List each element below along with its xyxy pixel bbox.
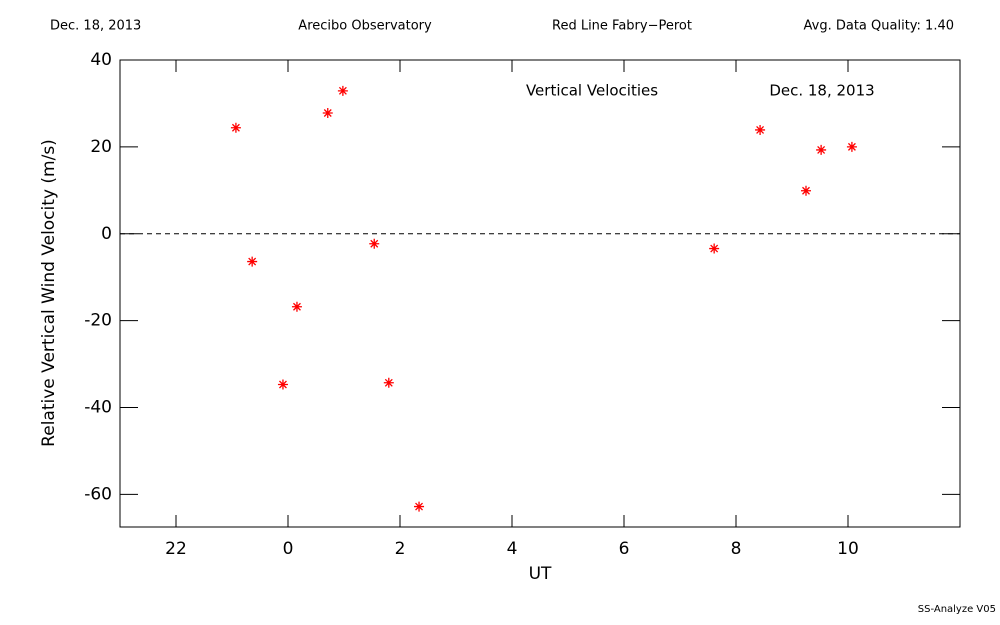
- point: [277, 379, 288, 390]
- header-date: Dec. 18, 2013: [50, 19, 141, 34]
- point: [846, 141, 857, 152]
- y-tick-label: -20: [84, 311, 112, 331]
- x-tick-label: 22: [165, 539, 187, 559]
- point: [383, 377, 394, 388]
- x-tick-label: 6: [619, 539, 630, 559]
- point: [322, 107, 333, 118]
- point: [816, 144, 827, 155]
- header-quality: Avg. Data Quality: 1.40: [804, 19, 954, 34]
- y-tick-label: 20: [90, 137, 112, 157]
- footer: SS-Analyze V05: [918, 604, 996, 615]
- x-axis-label: UT: [529, 564, 552, 584]
- annotation: Vertical Velocities: [526, 82, 658, 100]
- y-tick-label: 0: [101, 224, 112, 244]
- x-tick-label: 0: [283, 539, 294, 559]
- x-tick-label: 4: [507, 539, 518, 559]
- point: [247, 256, 258, 267]
- header-site: Arecibo Observatory: [298, 19, 432, 34]
- x-tick-label: 2: [395, 539, 406, 559]
- point: [755, 124, 766, 135]
- y-axis-label: Relative Vertical Wind Velocity (m/s): [39, 139, 59, 447]
- point: [801, 185, 811, 196]
- point: [230, 122, 241, 133]
- x-tick-label: 10: [837, 539, 859, 559]
- y-tick-label: 40: [90, 50, 112, 70]
- y-tick-label: -60: [84, 484, 112, 504]
- annotation: Dec. 18, 2013: [769, 82, 874, 100]
- header-instrument: Red Line Fabry−Perot: [552, 19, 692, 34]
- point: [291, 301, 302, 312]
- point: [337, 85, 348, 96]
- x-tick-label: 8: [731, 539, 742, 559]
- plot-frame: [119, 59, 961, 528]
- point: [414, 501, 425, 512]
- point: [709, 243, 720, 254]
- y-tick-label: -40: [84, 398, 112, 418]
- point: [369, 238, 380, 249]
